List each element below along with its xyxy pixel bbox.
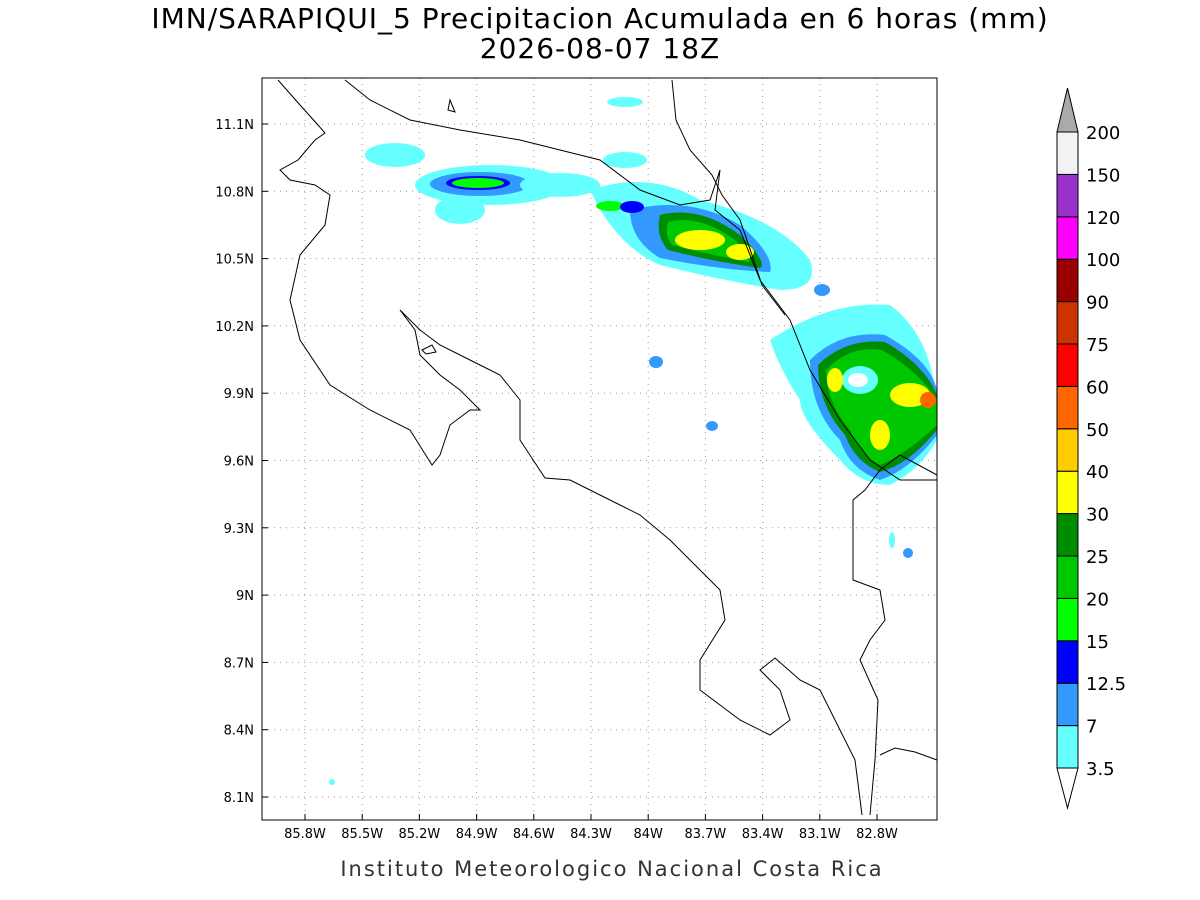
lon-label: 82.8W: [856, 827, 898, 842]
lon-label: 84.9W: [456, 827, 498, 842]
colorbar-box: [1056, 258, 1079, 303]
lon-label: 85.2W: [398, 827, 440, 842]
colorbar-box: [1056, 513, 1079, 557]
lon-label: 84.3W: [570, 827, 612, 842]
lat-label: 9.6N: [224, 455, 254, 470]
map-subtitle: 2026-08-07 18Z: [480, 32, 720, 65]
colorbar-label: 50: [1086, 420, 1109, 441]
lon-label: 83.1W: [799, 827, 841, 842]
lon-label: 84.6W: [513, 827, 555, 842]
colorbar-over: [1056, 87, 1079, 133]
lat-label: 8.1N: [224, 791, 254, 806]
colorbar-label: 15: [1086, 632, 1109, 653]
colorbar-label: 60: [1086, 377, 1109, 398]
grid: 85.8W 85.5W 85.2W 84.9W 84.6W 84.3W 84W 83.7W 83…: [215, 78, 937, 842]
map-title: IMN/SARAPIQUI_5 Precipitacion Acumulada …: [151, 2, 1048, 35]
lat-label: 8.7N: [224, 656, 254, 671]
colorbar-box: [1056, 173, 1079, 218]
colorbar-box: [1056, 682, 1079, 727]
colorbar-label: 40: [1086, 462, 1109, 483]
map-frame: [261, 77, 938, 821]
colorbar-label: 3.5: [1086, 759, 1115, 780]
colorbar-under: [1056, 767, 1079, 810]
lon-label: 84W: [633, 827, 663, 842]
lat-label: 10.5N: [215, 253, 254, 268]
colorbar-box: [1056, 385, 1079, 430]
colorbar-label: 30: [1086, 505, 1109, 526]
colorbar-label: 7: [1086, 717, 1097, 738]
lon-label: 85.5W: [341, 827, 383, 842]
lon-label: 83.7W: [684, 827, 726, 842]
lat-label: 11.1N: [215, 118, 254, 133]
lat-label: 10.8N: [215, 185, 254, 200]
lat-label: 8.4N: [224, 724, 254, 739]
colorbar-label: 90: [1086, 293, 1109, 314]
footer: Instituto Meteorologico Nacional Costa R…: [340, 857, 883, 881]
colorbar-box: [1056, 428, 1079, 472]
colorbar-box: [1056, 470, 1079, 515]
lat-label: 9.3N: [224, 522, 254, 537]
colorbar: 3.5 7 12.5 15 20 25 30 40 50 60 75 90 100 120 150 200: [1056, 87, 1126, 810]
colorbar-label: 120: [1086, 208, 1120, 229]
colorbar-box: [1056, 301, 1079, 345]
colorbar-label: 20: [1086, 589, 1109, 610]
colorbar-label: 100: [1086, 250, 1120, 271]
precipitation-field: [329, 97, 937, 785]
lat-label: 9.9N: [224, 387, 254, 402]
colorbar-box: [1056, 640, 1079, 684]
colorbar-box: [1056, 131, 1079, 175]
colorbar-box: [1056, 725, 1079, 769]
colorbar-label: 12.5: [1086, 674, 1126, 695]
colorbar-box: [1056, 555, 1079, 599]
colorbar-label: 25: [1086, 547, 1109, 568]
colorbar-label: 200: [1086, 123, 1120, 144]
lat-label: 9N: [236, 589, 254, 604]
lon-label: 85.8W: [284, 827, 326, 842]
coastlines: [277, 79, 938, 816]
colorbar-box: [1056, 597, 1079, 642]
lat-label: 10.2N: [215, 320, 254, 335]
lon-label: 83.4W: [742, 827, 784, 842]
colorbar-box: [1056, 216, 1079, 260]
colorbar-label: 75: [1086, 335, 1109, 356]
colorbar-box: [1056, 343, 1079, 387]
colorbar-label: 150: [1086, 165, 1120, 186]
